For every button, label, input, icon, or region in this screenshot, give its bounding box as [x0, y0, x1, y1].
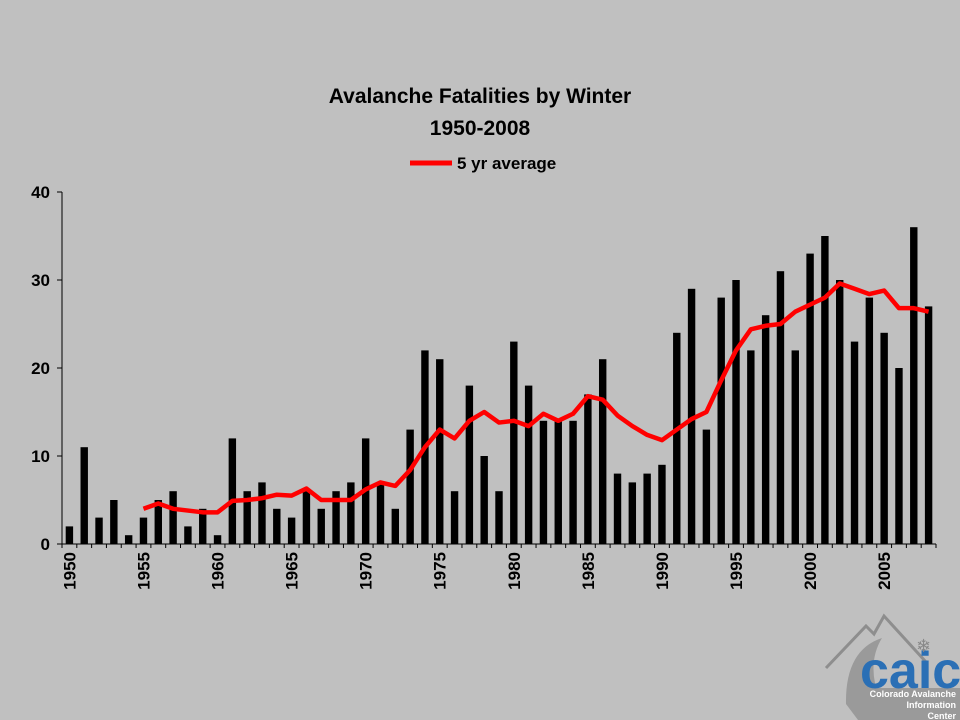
x-tick-label-1975: 1975	[431, 552, 450, 590]
bar-1980	[510, 341, 518, 544]
bar-1966	[302, 491, 311, 544]
bar-1993	[702, 429, 711, 544]
bar-1975	[436, 359, 444, 544]
five-year-average-series	[142, 281, 930, 515]
bar-1955	[139, 517, 148, 544]
bar-1996	[747, 350, 755, 544]
bar-1953	[110, 500, 118, 544]
caic-logo: caic ❄ Colorado Avalanche Information Ce…	[824, 613, 960, 720]
bar-1950	[65, 526, 74, 544]
bar-2003	[850, 341, 859, 544]
bar-2000	[806, 253, 814, 544]
bar-1961	[228, 438, 237, 544]
axes: 0 10 20 30 40 1950 1955 1960 1965 1970 1975 1980 198…	[31, 183, 937, 590]
bar-1977	[465, 385, 474, 544]
five-year-average-line	[142, 281, 930, 515]
bar-1984	[569, 420, 577, 544]
y-tick-label-10: 10	[31, 447, 50, 466]
x-tick-label-1965: 1965	[283, 552, 302, 590]
bar-1981	[524, 385, 533, 544]
bar-1972	[391, 508, 400, 544]
bar-1998	[776, 271, 785, 544]
bar-1951	[80, 447, 88, 544]
bar-1989	[643, 473, 651, 544]
bar-1965	[287, 517, 296, 544]
x-tick-label-1980: 1980	[505, 552, 524, 590]
bar-1992	[687, 288, 696, 544]
bar-1967	[317, 508, 325, 544]
bar-1983	[554, 420, 562, 544]
y-tick-label-40: 40	[31, 183, 50, 202]
snowflake-icon: ❄	[916, 636, 931, 657]
bar-1973	[406, 429, 414, 544]
bar-1987	[613, 473, 622, 544]
logo-subtext-line-2: Information	[907, 700, 957, 710]
y-tick-label-20: 20	[31, 359, 50, 378]
bar-1971	[376, 482, 385, 544]
bar-1952	[95, 517, 103, 544]
x-tick-label-1990: 1990	[653, 552, 672, 590]
bar-1976	[450, 491, 459, 544]
bar-1990	[658, 464, 666, 544]
bar-2005	[880, 332, 888, 544]
bar-1979	[495, 491, 503, 544]
logo-subtext-line-3: Center	[927, 711, 956, 720]
x-tick-label-2005: 2005	[875, 552, 894, 590]
bar-1994	[717, 297, 725, 544]
y-tick-label-0: 0	[41, 535, 50, 554]
bar-1958	[184, 526, 192, 544]
bar-2002	[836, 280, 844, 544]
x-tick-label-1985: 1985	[579, 552, 598, 590]
legend: 5 yr average	[410, 154, 556, 173]
bar-2006	[895, 368, 903, 544]
bar-1986	[598, 359, 607, 544]
bar-1997	[761, 315, 770, 544]
bar-1959	[199, 508, 207, 544]
caic-wordmark: caic	[860, 642, 960, 700]
x-tick-label-2000: 2000	[801, 552, 820, 590]
x-tick-label-1950: 1950	[60, 552, 79, 590]
bar-2001	[821, 236, 829, 544]
bar-2004	[865, 297, 874, 544]
bar-1968	[332, 491, 340, 544]
bar-1957	[169, 491, 177, 544]
mountain-outline	[824, 613, 928, 670]
bar-1991	[673, 332, 681, 544]
bar-1982	[539, 420, 548, 544]
bar-1956	[154, 500, 162, 544]
bar-series	[65, 227, 933, 544]
legend-label-5yr-average: 5 yr average	[457, 154, 556, 173]
bar-1985	[584, 394, 592, 544]
bar-1969	[347, 482, 355, 544]
x-tick-label-1995: 1995	[727, 552, 746, 590]
x-tick-label-1970: 1970	[357, 552, 376, 590]
bar-2008	[924, 306, 933, 544]
y-tick-label-30: 30	[31, 271, 50, 290]
logo-subtext-band	[872, 688, 960, 720]
bar-1988	[628, 482, 637, 544]
bar-1999	[791, 350, 799, 544]
bar-2007	[910, 227, 918, 544]
bar-1964	[273, 508, 281, 544]
bar-1995	[732, 280, 740, 544]
bar-1960	[213, 535, 222, 544]
bar-1962	[243, 491, 251, 544]
x-tick-label-1955: 1955	[134, 552, 153, 590]
bar-1963	[258, 482, 266, 544]
bar-1978	[480, 456, 488, 544]
chart-title: Avalanche Fatalities by Winter	[329, 85, 631, 108]
x-tick-label-1960: 1960	[209, 552, 228, 590]
logo-subtext-line-1: Colorado Avalanche	[870, 689, 956, 699]
chart-subtitle: 1950-2008	[430, 117, 531, 140]
bar-1954	[124, 535, 133, 544]
